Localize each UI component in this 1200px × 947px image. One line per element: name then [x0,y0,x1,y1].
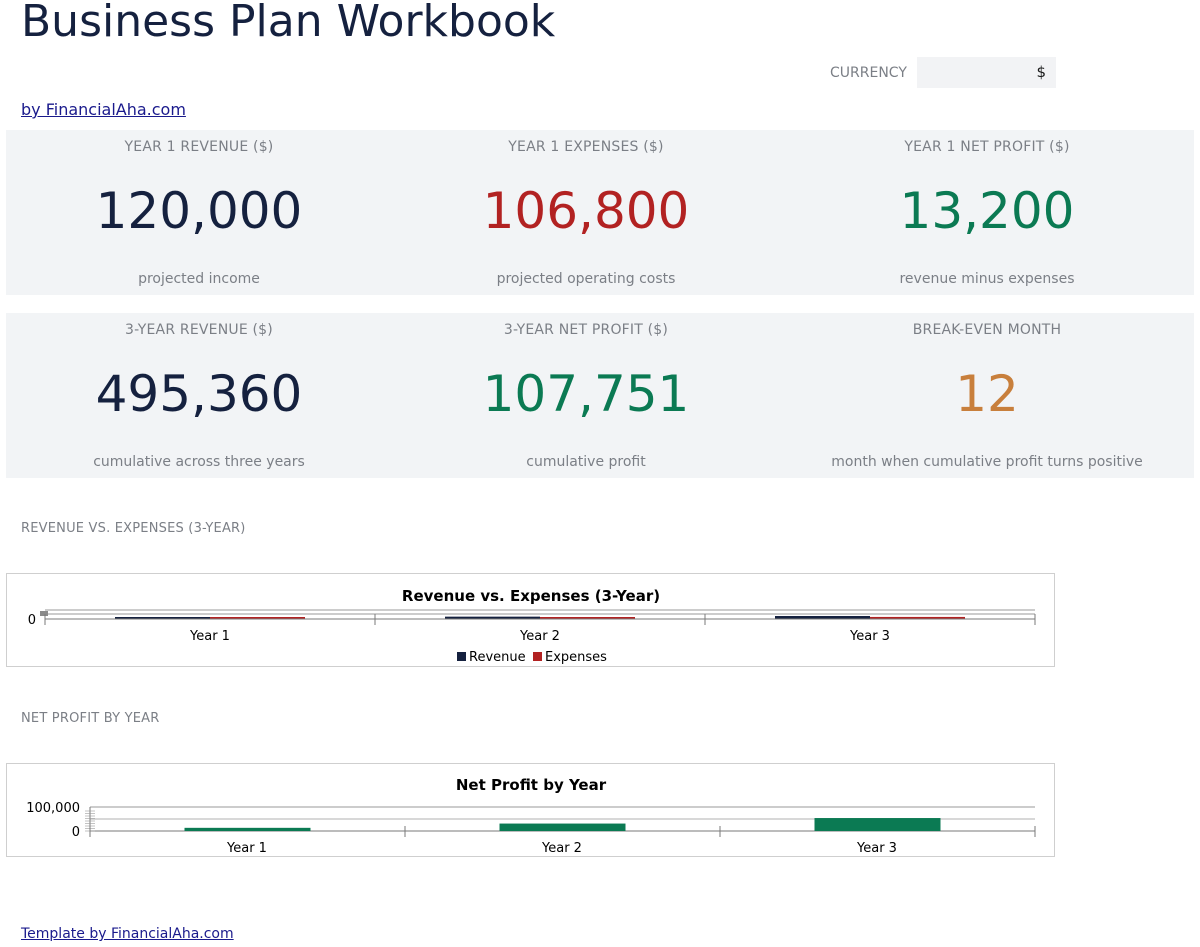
kpi-label: 3-YEAR NET PROFIT ($) [503,322,669,338]
footer-link[interactable]: Template by FinancialAha.com [21,926,234,942]
bar-net-profit [499,823,626,831]
chart-net-profit-by-year-svg: Net Profit by Year 100,000 0 Year 1 Year… [26,776,1036,856]
kpi-year1-net-profit: YEAR 1 NET PROFIT ($) 13,200 revenue min… [780,130,1194,295]
bar-revenue [775,616,870,619]
kpi-value: 495,360 [95,365,303,423]
legend-swatch-expenses [533,652,542,661]
kpi-value: 106,800 [482,182,690,240]
kpi-label: 3-YEAR REVENUE ($) [125,322,273,338]
kpi-row-year1: YEAR 1 REVENUE ($) 120,000 projected inc… [6,130,1194,295]
legend-label-expenses: Expenses [545,650,607,665]
kpi-subtitle: revenue minus expenses [899,271,1075,287]
x-tick-label: Year 3 [856,841,897,856]
bar-revenue [445,616,540,619]
legend-swatch-revenue [457,652,466,661]
y-tick-label: 0 [28,613,36,628]
kpi-year1-expenses: YEAR 1 EXPENSES ($) 106,800 projected op… [392,130,780,295]
chart-revenue-vs-expenses[interactable]: Revenue vs. Expenses (3-Year) 0 Year 1 Y… [6,573,1055,667]
bar-net-profit [814,818,941,831]
bar-revenue [115,617,210,619]
currency-input[interactable]: $ [917,57,1056,88]
kpi-value: 107,751 [482,365,690,423]
kpi-label: YEAR 1 NET PROFIT ($) [904,139,1070,155]
chart-title: Net Profit by Year [456,776,607,794]
y-tick-label: 100,000 [26,801,80,816]
x-tick-label: Year 2 [541,841,582,856]
currency-label: CURRENCY [830,65,907,81]
x-tick-label: Year 1 [226,841,267,856]
chart-net-profit-by-year[interactable]: Net Profit by Year 100,000 0 Year 1 Year… [6,763,1055,857]
kpi-value: 13,200 [899,182,1075,240]
kpi-subtitle: projected income [138,271,260,287]
section-label-rev-vs-exp: REVENUE VS. EXPENSES (3-YEAR) [21,521,246,536]
y-tick-label: 0 [72,825,80,840]
kpi-label: YEAR 1 EXPENSES ($) [508,139,664,155]
kpi-3year-revenue: 3-YEAR REVENUE ($) 495,360 cumulative ac… [6,313,392,478]
bar-expenses [210,617,305,619]
section-label-net-profit: NET PROFIT BY YEAR [21,711,160,726]
x-tick-label: Year 2 [519,629,560,644]
legend-label-revenue: Revenue [469,650,526,665]
kpi-subtitle: cumulative across three years [93,454,305,470]
chart-title: Revenue vs. Expenses (3-Year) [402,587,660,605]
byline-link[interactable]: by FinancialAha.com [21,100,186,119]
x-tick-label: Year 3 [849,629,890,644]
kpi-subtitle: projected operating costs [496,271,676,287]
x-tick-label: Year 1 [189,629,230,644]
kpi-3year-net-profit: 3-YEAR NET PROFIT ($) 107,751 cumulative… [392,313,780,478]
page-title: Business Plan Workbook [21,0,556,47]
kpi-break-even-month: BREAK-EVEN MONTH 12 month when cumulativ… [780,313,1194,478]
kpi-row-3year: 3-YEAR REVENUE ($) 495,360 cumulative ac… [6,313,1194,478]
kpi-label: YEAR 1 REVENUE ($) [124,139,274,155]
kpi-subtitle: month when cumulative profit turns posit… [831,454,1143,470]
bar-net-profit [184,827,311,831]
kpi-year1-revenue: YEAR 1 REVENUE ($) 120,000 projected inc… [6,130,392,295]
bar-expenses [540,617,635,619]
kpi-subtitle: cumulative profit [526,454,646,470]
bar-expenses [870,616,965,619]
kpi-value: 120,000 [95,182,303,240]
kpi-value: 12 [955,365,1019,423]
y-axis-tick-cluster [40,611,48,616]
kpi-label: BREAK-EVEN MONTH [912,322,1062,338]
chart-revenue-vs-expenses-svg: Revenue vs. Expenses (3-Year) 0 Year 1 Y… [28,587,1036,665]
